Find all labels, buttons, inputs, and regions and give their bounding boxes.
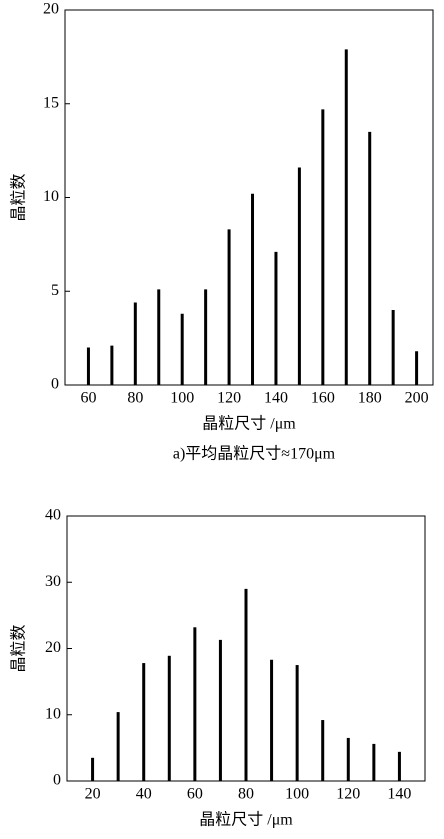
y-tick-label: 10: [43, 188, 59, 205]
bar: [415, 351, 419, 385]
bar: [110, 345, 114, 385]
bar: [227, 229, 231, 385]
x-tick-label: 100: [285, 786, 309, 803]
y-tick-label: 20: [43, 1, 59, 18]
y-axis-label: 晶粒数: [10, 624, 28, 672]
y-tick-label: 0: [51, 376, 59, 393]
bar: [321, 720, 325, 781]
bar: [295, 665, 299, 781]
bar: [193, 627, 197, 781]
plot-frame: [64, 9, 434, 386]
x-tick-label: 120: [217, 390, 241, 407]
y-tick-label: 15: [43, 94, 59, 111]
x-tick-label: 140: [387, 786, 411, 803]
x-axis-label: 晶粒尺寸 /μm: [199, 811, 293, 829]
bar: [321, 109, 325, 385]
bar: [86, 347, 90, 385]
y-tick-label: 40: [45, 507, 61, 524]
bar: [372, 743, 376, 781]
bar: [397, 751, 401, 781]
x-tick-label: 80: [127, 390, 143, 407]
x-tick-label: 20: [85, 786, 101, 803]
bar: [116, 712, 120, 781]
bar: [167, 655, 171, 781]
bar: [270, 659, 274, 781]
bar: [344, 49, 348, 385]
bar: [297, 167, 301, 385]
caption: a)平均晶粒尺寸≈170μm: [173, 445, 336, 463]
bar: [180, 313, 184, 385]
bar: [346, 737, 350, 781]
x-tick-label: 140: [264, 390, 288, 407]
x-tick-label: 60: [187, 786, 203, 803]
y-tick-label: 30: [45, 573, 61, 590]
bar: [274, 251, 278, 385]
x-axis-label: 晶粒尺寸 /μm: [202, 415, 296, 433]
x-tick-label: 80: [238, 786, 254, 803]
bar: [91, 757, 95, 781]
bar: [157, 289, 161, 385]
bar: [218, 639, 222, 781]
bar: [368, 131, 372, 385]
x-tick-label: 100: [170, 390, 194, 407]
bar: [204, 289, 208, 385]
bar: [142, 663, 146, 781]
y-tick-label: 20: [45, 639, 61, 656]
y-tick-label: 10: [45, 705, 61, 722]
bar: [251, 193, 255, 385]
x-tick-label: 120: [336, 786, 360, 803]
x-tick-label: 200: [405, 390, 429, 407]
y-axis-label: 晶粒数: [10, 173, 28, 221]
bar: [133, 302, 137, 385]
y-tick-label: 5: [51, 282, 59, 299]
x-tick-label: 40: [136, 786, 152, 803]
x-tick-label: 160: [311, 390, 335, 407]
y-tick-label: 0: [53, 772, 61, 789]
x-tick-label: 180: [358, 390, 382, 407]
bar: [244, 588, 248, 781]
x-tick-label: 60: [80, 390, 96, 407]
bar: [391, 310, 395, 385]
